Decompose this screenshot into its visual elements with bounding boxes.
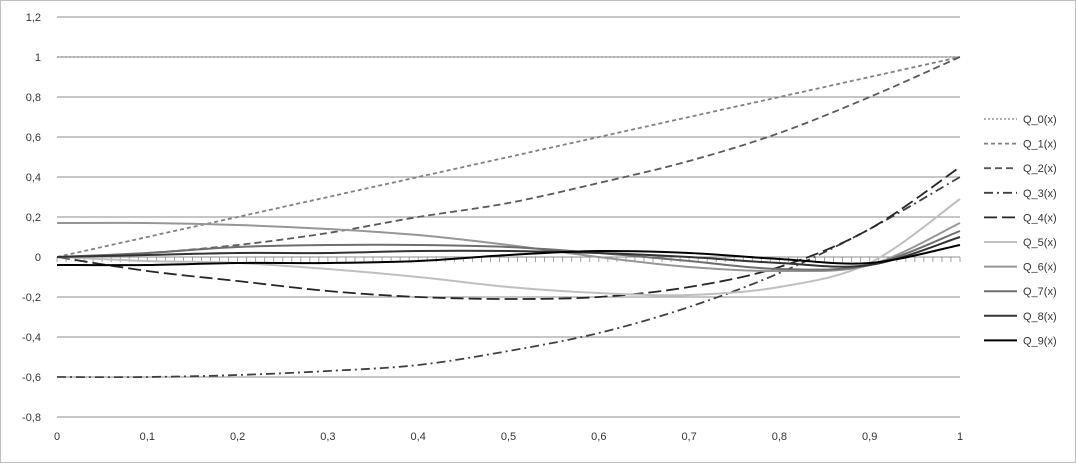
series-line-Q_5(x)	[56, 198, 961, 297]
series-line-Q_8(x)	[56, 236, 961, 268]
series-line-Q_1(x)	[56, 56, 961, 258]
legend-label: Q_1(x)	[1023, 139, 1057, 151]
legend: Q_0(x) Q_1(x) Q_2(x) Q_3(x) Q_4(x) Q_5(x) Q_6(…	[984, 114, 1057, 347]
x-tick-label: 0,9	[862, 431, 877, 443]
y-tick-label: 0,6	[26, 132, 41, 144]
legend-label: Q_6(x)	[1023, 262, 1057, 274]
x-tick-label: 0	[54, 431, 60, 443]
series-line-Q_9(x)	[56, 244, 961, 267]
x-tick-label: 0,6	[591, 431, 606, 443]
x-tick-label: 0,4	[411, 431, 426, 443]
y-tick-label: 0,2	[26, 212, 41, 224]
y-tick-label: 0,8	[26, 92, 41, 104]
series-line-Q_6(x)	[56, 221, 961, 273]
y-tick-label: 1,2	[26, 12, 41, 24]
series-line-Q_7(x)	[56, 230, 961, 271]
legend-label: Q_4(x)	[1023, 212, 1057, 224]
x-tick-label: 0,3	[320, 431, 335, 443]
series-line-Q_3(x)	[56, 176, 961, 379]
x-tick-label: 0,1	[140, 431, 155, 443]
y-tick-label: 0	[35, 252, 41, 264]
y-tick-label: -0,8	[22, 412, 41, 424]
legend-label: Q_5(x)	[1023, 237, 1057, 249]
x-tick-label: 0,5	[501, 431, 516, 443]
y-tick-label: 1	[35, 52, 41, 64]
x-tick-label: 1	[957, 431, 963, 443]
x-tick-label: 0,7	[681, 431, 696, 443]
y-tick-label: 0,4	[26, 172, 41, 184]
y-tick-label: -0,4	[22, 332, 41, 344]
x-tick-label: 0,2	[230, 431, 245, 443]
y-tick-label: -0,6	[22, 372, 41, 384]
x-tick-label: 0,8	[772, 431, 787, 443]
legend-label: Q_3(x)	[1023, 188, 1057, 200]
y-axis: -0,8 -0,6 -0,4 -0,2 0 0,2 0,4 0,6 0,8 1 1,2	[22, 12, 41, 424]
legend-label: Q_2(x)	[1023, 163, 1057, 175]
series-line-Q_4(x)	[56, 166, 961, 300]
legend-label: Q_9(x)	[1023, 335, 1057, 347]
legend-label: Q_0(x)	[1023, 114, 1057, 126]
y-tick-label: -0,2	[22, 292, 41, 304]
series-line-Q_2(x)	[56, 56, 961, 258]
series-lines	[56, 56, 961, 379]
gridlines	[57, 16, 960, 418]
legend-label: Q_7(x)	[1023, 286, 1057, 298]
legend-label: Q_8(x)	[1023, 311, 1057, 323]
x-axis: 0 0,1 0,2 0,3 0,4 0,5 0,6 0,7 0,8 0,9 1	[54, 256, 963, 443]
